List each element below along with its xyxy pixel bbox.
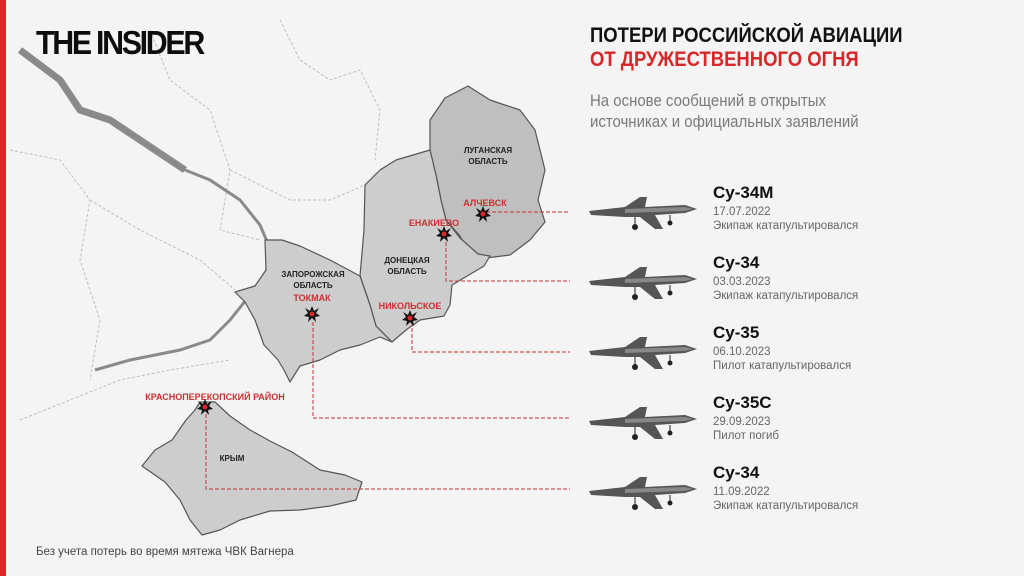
leader-line-krasnoperekopsk [205,414,570,490]
loss-item: Су-35С 29.09.2023 Пилот погиб [585,393,905,453]
loss-outcome: Экипаж катапультировался [713,290,859,302]
page-title: ПОТЕРИ РОССИЙСКОЙ АВИАЦИИ ОТ ДРУЖЕСТВЕНН… [590,24,903,72]
explosion-icon [475,206,491,222]
fighter-jet-icon [589,477,697,510]
explosion-icon [402,310,418,326]
title-line-1: ПОТЕРИ РОССИЙСКОЙ АВИАЦИИ [590,24,903,47]
leader-line-nikolskoe [411,322,570,353]
svg-text:ЕНАКИЕВО: ЕНАКИЕВО [409,218,459,228]
loss-item: Су-35 06.10.2023 Пилот катапультировался [585,323,905,383]
region-labels: ЛУГАНСКАЯ ОБЛАСТЬ ДОНЕЦКАЯ ОБЛАСТЬ ЗАПОР… [220,146,513,463]
leader-line-tokmak [312,322,570,419]
explosion-icon [197,399,213,415]
background-borders [9,19,381,421]
svg-text:ТОКМАК: ТОКМАК [293,293,331,303]
fighter-jet-icon [589,197,697,230]
subtitle-line-1: На основе сообщений в открытых [590,91,827,110]
explosion-icon [436,226,452,242]
svg-text:КРАСНОПЕРЕКОПСКИЙ РАЙОН: КРАСНОПЕРЕКОПСКИЙ РАЙОН [145,391,285,402]
aircraft-name: Су-34 [713,463,760,482]
region-crimea [141,401,363,536]
loss-outcome: Пилот катапультировался [713,360,852,372]
logo: THE INSIDER [36,24,205,61]
svg-text:НИКОЛЬСКОЕ: НИКОЛЬСКОЕ [379,301,442,311]
fighter-jet-icon [589,337,697,370]
accent-bar [0,0,6,576]
loss-date: 29.09.2023 [713,416,771,428]
loss-date: 11.09.2022 [713,486,770,498]
svg-text:ЗАПОРОЖСКАЯ: ЗАПОРОЖСКАЯ [281,270,344,279]
leader-lines [205,211,570,490]
fighter-jet-icon [589,407,697,440]
loss-outcome: Экипаж катапультировался [713,500,859,512]
svg-text:ОБЛАСТЬ: ОБЛАСТЬ [387,267,426,276]
river-dnipro [17,47,291,372]
loss-date: 06.10.2023 [713,346,771,358]
explosion-icon [304,306,320,322]
loss-item: Су-34 03.03.2023 Экипаж катапультировался [585,253,905,313]
fighter-jet-icon [589,267,697,300]
aircraft-name: Су-34М [713,183,774,202]
loss-date: 03.03.2023 [713,276,771,288]
loss-outcome: Экипаж катапультировался [713,220,859,232]
aircraft-name: Су-35 [713,323,760,342]
footnote: Без учета потерь во время мятежа ЧВК Ваг… [36,546,294,558]
loss-date: 17.07.2022 [713,206,771,218]
svg-text:ОБЛАСТЬ: ОБЛАСТЬ [468,157,507,166]
aircraft-name: Су-35С [713,393,772,412]
svg-text:ДОНЕЦКАЯ: ДОНЕЦКАЯ [384,256,430,265]
aircraft-name: Су-34 [713,253,760,272]
subtitle-line-2: источниках и официальных заявлений [590,112,859,131]
svg-text:КРЫМ: КРЫМ [220,454,245,463]
svg-text:ЛУГАНСКАЯ: ЛУГАНСКАЯ [464,146,513,155]
svg-text:ОБЛАСТЬ: ОБЛАСТЬ [293,281,332,290]
loss-outcome: Пилот погиб [713,430,779,442]
loss-item: Су-34 11.09.2022 Экипаж катапультировался [585,463,905,523]
places: АЛЧЕВСК ЕНАКИЕВО НИКОЛЬСКОЕ ТОКМАК КРАСН… [145,198,507,402]
explosion-markers [197,206,491,415]
occupied-regions [141,85,546,536]
leader-line-enakievo [445,242,570,282]
subtitle: На основе сообщений в открытых источника… [590,90,859,132]
title-line-2: ОТ ДРУЖЕСТВЕННОГО ОГНЯ [590,48,859,71]
svg-text:АЛЧЕВСК: АЛЧЕВСК [463,198,507,208]
loss-item: Су-34М 17.07.2022 Экипаж катапультировался [585,183,905,243]
